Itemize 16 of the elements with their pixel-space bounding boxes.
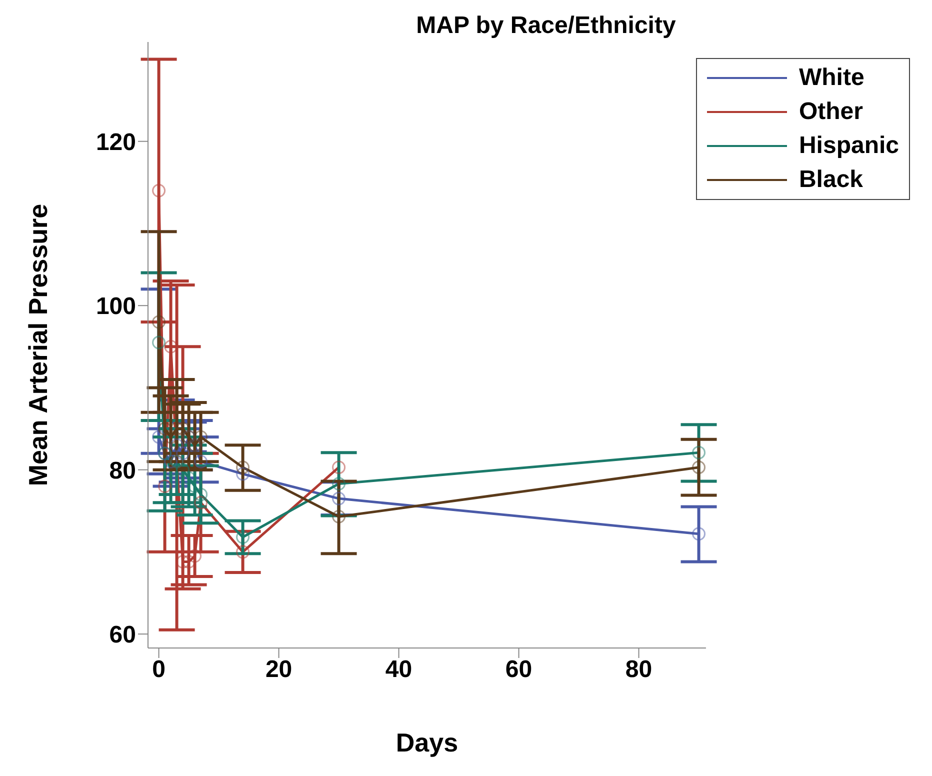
y-tick-label: 60 (109, 622, 136, 649)
x-tick-label: 0 (152, 656, 166, 684)
legend-label: Hispanic (798, 131, 899, 161)
x-axis-title: Days (396, 727, 458, 758)
chart-title: MAP by Race/Ethnicity (415, 12, 677, 40)
legend-label: Other (798, 97, 863, 127)
y-tick-label: 100 (96, 293, 136, 320)
legend-label: White (798, 63, 864, 93)
x-tick-label: 80 (625, 656, 652, 684)
y-tick-label: 80 (109, 457, 136, 484)
x-tick-label: 40 (385, 656, 412, 684)
legend-label: Black (798, 165, 864, 195)
x-tick-label: 20 (265, 656, 292, 684)
x-tick-label: 60 (505, 656, 532, 684)
y-tick-label: 120 (96, 128, 136, 156)
y-axis-title: Mean Arterial Pressure (23, 204, 54, 486)
